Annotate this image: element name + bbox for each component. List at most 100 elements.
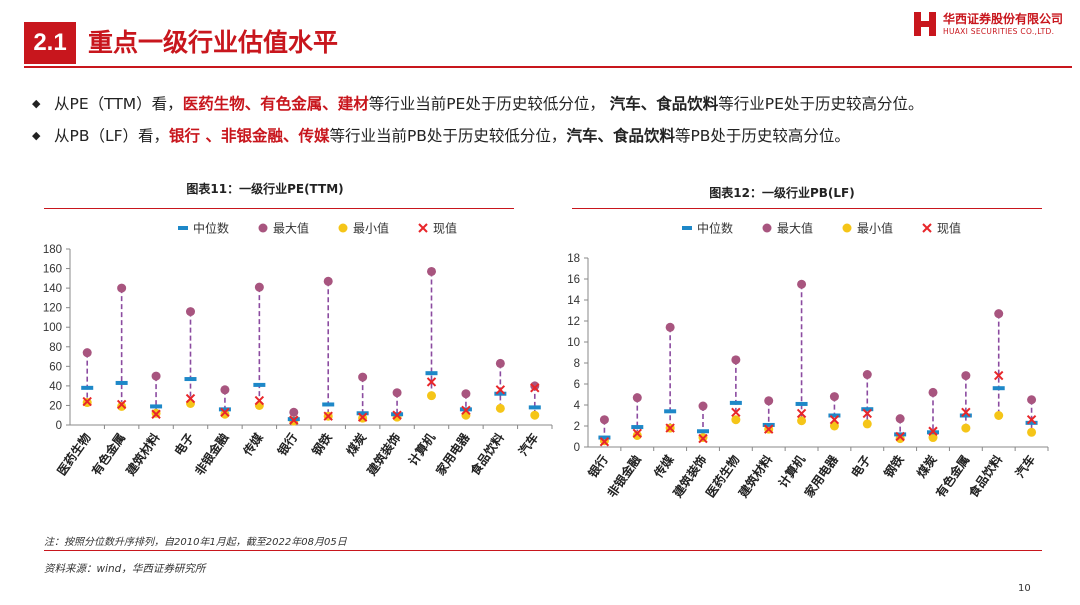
x-category-label: 银行 [274, 430, 300, 458]
median-marker [528, 405, 541, 410]
x-category-label: 家用电器 [801, 451, 841, 500]
y-tick-label: 18 [567, 253, 580, 265]
current-point [530, 383, 540, 393]
max-point [530, 381, 540, 391]
y-tick-label: 6 [574, 379, 580, 391]
y-tick-label: 4 [574, 400, 581, 412]
category-group: 电子 [848, 370, 885, 480]
legend-label: 中位数 [193, 221, 229, 236]
current-point [357, 412, 368, 422]
y-tick-label: 160 [43, 264, 62, 276]
legend-max-marker [258, 223, 268, 233]
max-point [797, 279, 807, 289]
legend-item-max: 最大值 [762, 221, 813, 236]
median-marker [894, 432, 907, 437]
category-group: 钢铁 [309, 276, 346, 458]
median-marker [959, 413, 972, 418]
current-point [82, 396, 92, 407]
y-tick-label: 12 [567, 316, 580, 328]
category-group: 建筑材料 [735, 396, 786, 501]
chart-title-rule-right [572, 208, 1042, 209]
min-point [961, 423, 971, 433]
x-category-label: 汽车 [515, 430, 541, 458]
x-category-label: 食品饮料 [466, 430, 506, 479]
y-tick-label: 16 [567, 274, 580, 286]
max-point [461, 389, 471, 399]
legend-item-median: 中位数 [682, 221, 733, 236]
page-number: 10 [1018, 583, 1031, 594]
bullet-text-part: 从PE（TTM）看， [54, 95, 183, 113]
current-point [862, 408, 872, 419]
current-point [895, 431, 905, 442]
current-point [764, 424, 774, 434]
y-tick-label: 120 [43, 303, 62, 315]
chart-2: 图表12：一级行业PB(LF) 中位数 最大值 最小值 现值 0 2 4 6 8 10 12 14 16 1… [567, 185, 1049, 501]
current-point [461, 405, 471, 416]
x-category-label: 家用电器 [433, 429, 473, 478]
max-point [254, 282, 264, 292]
legend-max-marker [762, 223, 772, 233]
x-category-label: 电子 [171, 430, 197, 458]
legend-label: 现值 [433, 221, 457, 236]
max-point [1027, 395, 1037, 405]
current-point [254, 395, 265, 406]
max-point [427, 266, 436, 276]
median-marker [184, 377, 197, 382]
legend-median-marker [682, 226, 692, 230]
min-point [797, 416, 807, 426]
max-point [994, 309, 1004, 319]
max-point [928, 387, 938, 397]
category-group: 煤炭 [913, 387, 950, 480]
legend-label: 最大值 [777, 221, 813, 236]
x-category-label: 医药生物 [54, 430, 94, 478]
max-point [82, 348, 92, 358]
chart-title: 图表11：一级行业PE(TTM) [186, 181, 343, 196]
max-point [862, 370, 872, 380]
current-point [1026, 414, 1037, 425]
current-point [392, 410, 402, 420]
legend-item-current: 现值 [418, 221, 457, 236]
current-point [323, 411, 333, 421]
current-point [994, 370, 1004, 381]
title-divider [24, 66, 1072, 68]
category-group: 食品饮料 [965, 309, 1016, 501]
current-point [632, 428, 642, 439]
x-category-label: 非银金融 [604, 452, 644, 500]
median-marker [322, 402, 335, 407]
diamond-bullet-icon: ◆ [32, 97, 41, 110]
current-point [928, 426, 938, 436]
max-point [961, 371, 971, 381]
legend-item-max: 最大值 [258, 221, 309, 236]
median-marker [631, 425, 644, 430]
legend-min-marker [842, 223, 852, 233]
legend-label: 中位数 [697, 221, 733, 236]
chart-bottom-rule [44, 550, 1042, 551]
company-logo: 华西证券股份有限公司 HUAXI SECURITIES CO.,LTD. [913, 10, 1073, 42]
x-category-label: 非银金融 [192, 430, 232, 478]
max-point [495, 358, 505, 368]
y-tick-label: 0 [56, 420, 62, 432]
median-marker [115, 380, 128, 385]
max-point [151, 371, 161, 381]
min-point [530, 410, 540, 420]
min-point [829, 421, 839, 431]
category-group: 银行 [274, 407, 312, 458]
bullet-text-highlight: 医药生物、有色金属、建材 [182, 95, 369, 113]
current-point [426, 377, 437, 387]
y-tick-label: 10 [567, 337, 580, 349]
section-number-badge: 2.1 [24, 22, 76, 64]
legend-item-median: 中位数 [178, 221, 229, 236]
current-point [151, 409, 161, 419]
max-point [392, 388, 402, 398]
median-marker [861, 407, 874, 412]
category-group: 非银金融 [192, 385, 243, 478]
data-source: 资料来源：wind，华西证券研究所 [44, 563, 206, 575]
bullet-text-part: 等行业当前PE处于历史较低分位， [368, 95, 610, 113]
category-group: 食品饮料 [466, 358, 519, 479]
brand-name-cn: 华西证券股份有限公司 [943, 12, 1064, 26]
x-category-label: 钢铁 [309, 430, 335, 458]
median-marker [729, 400, 742, 405]
category-group: 建筑装饰 [363, 388, 415, 479]
x-category-label: 电子 [848, 452, 874, 480]
y-tick-label: 20 [49, 400, 62, 412]
